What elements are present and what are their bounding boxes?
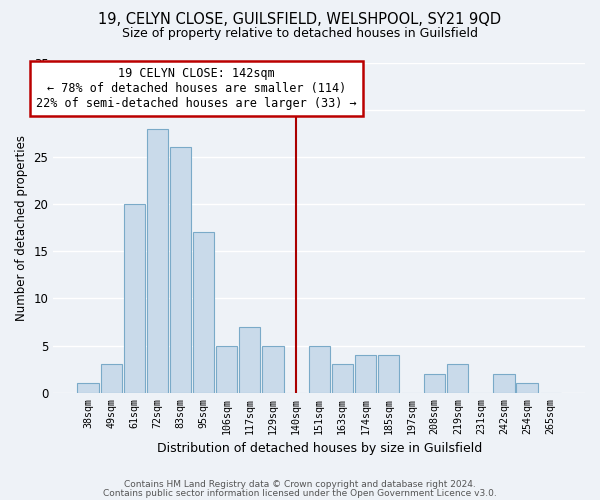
- Bar: [424, 374, 445, 393]
- Bar: [239, 326, 260, 393]
- Text: Contains public sector information licensed under the Open Government Licence v3: Contains public sector information licen…: [103, 488, 497, 498]
- Bar: [493, 374, 515, 393]
- Bar: [355, 355, 376, 393]
- Bar: [308, 346, 330, 393]
- Text: Contains HM Land Registry data © Crown copyright and database right 2024.: Contains HM Land Registry data © Crown c…: [124, 480, 476, 489]
- Text: 19, CELYN CLOSE, GUILSFIELD, WELSHPOOL, SY21 9QD: 19, CELYN CLOSE, GUILSFIELD, WELSHPOOL, …: [98, 12, 502, 28]
- Text: Size of property relative to detached houses in Guilsfield: Size of property relative to detached ho…: [122, 28, 478, 40]
- Y-axis label: Number of detached properties: Number of detached properties: [15, 134, 28, 320]
- Bar: [262, 346, 284, 393]
- Bar: [124, 204, 145, 393]
- X-axis label: Distribution of detached houses by size in Guilsfield: Distribution of detached houses by size …: [157, 442, 482, 455]
- Bar: [216, 346, 238, 393]
- Bar: [77, 384, 99, 393]
- Bar: [332, 364, 353, 393]
- Bar: [170, 148, 191, 393]
- Bar: [193, 232, 214, 393]
- Bar: [378, 355, 399, 393]
- Bar: [517, 384, 538, 393]
- Bar: [447, 364, 469, 393]
- Text: 19 CELYN CLOSE: 142sqm
← 78% of detached houses are smaller (114)
22% of semi-de: 19 CELYN CLOSE: 142sqm ← 78% of detached…: [37, 67, 357, 110]
- Bar: [147, 128, 168, 393]
- Bar: [101, 364, 122, 393]
